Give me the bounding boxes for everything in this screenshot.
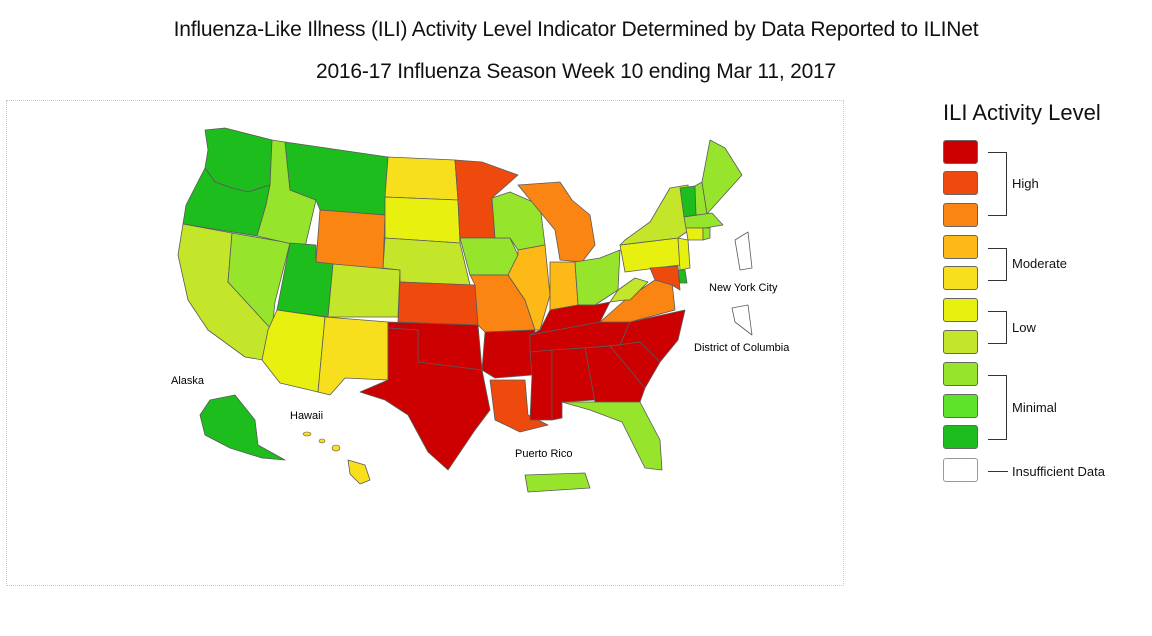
map-title: Influenza-Like Illness (ILI) Activity Le… xyxy=(173,18,979,41)
us-map: Alaska Hawaii Puerto Rico New York City … xyxy=(171,127,790,493)
legend-swatch-level-10 xyxy=(943,458,978,482)
legend-swatch-level-3 xyxy=(943,235,978,259)
legend-label-high: High xyxy=(1012,176,1039,191)
label-district-of-columbia: District of Columbia xyxy=(694,342,790,354)
state-mississippi[interactable] xyxy=(529,349,553,421)
legend-bracket-minimal xyxy=(988,375,1007,440)
state-massachusetts[interactable] xyxy=(683,212,724,229)
legend-swatch-level-7 xyxy=(943,362,978,386)
legend-label-moderate: Moderate xyxy=(1012,256,1067,271)
legend-swatch-level-9 xyxy=(943,425,978,449)
label-new-york-city: New York City xyxy=(709,282,778,294)
legend-swatch-level-6 xyxy=(943,330,978,354)
new-york-city[interactable] xyxy=(731,304,753,336)
state-georgia[interactable] xyxy=(584,345,646,403)
state-indiana[interactable] xyxy=(549,261,579,311)
state-florida[interactable] xyxy=(561,401,663,471)
hawaii-island-2 xyxy=(318,438,326,444)
legend-swatch-level-0 xyxy=(943,140,978,164)
legend-title: ILI Activity Level xyxy=(943,100,1101,125)
state-hawaii[interactable] xyxy=(347,459,371,485)
state-north-dakota[interactable] xyxy=(384,156,459,201)
district-of-columbia[interactable] xyxy=(734,231,753,271)
territory-puerto-rico[interactable] xyxy=(524,472,591,493)
legend-bracket-low xyxy=(988,311,1007,344)
state-rhode-island[interactable] xyxy=(702,227,711,241)
state-kansas[interactable] xyxy=(397,281,479,326)
state-wyoming[interactable] xyxy=(315,209,386,271)
state-michigan[interactable] xyxy=(517,181,596,263)
state-arkansas[interactable] xyxy=(481,329,536,379)
state-colorado[interactable] xyxy=(327,263,401,318)
state-arizona[interactable] xyxy=(261,309,326,393)
legend-dash-insufficient xyxy=(988,471,1008,472)
label-puerto-rico: Puerto Rico xyxy=(515,448,572,460)
state-north-carolina[interactable] xyxy=(609,309,686,363)
legend-swatch-level-2 xyxy=(943,203,978,227)
legend-swatch-level-1 xyxy=(943,171,978,195)
legend-bracket-moderate xyxy=(988,248,1007,281)
state-connecticut[interactable] xyxy=(685,227,704,241)
state-texas[interactable] xyxy=(359,327,491,471)
map-frame xyxy=(6,100,844,586)
hawaii-island-3 xyxy=(331,444,341,452)
label-hawaii: Hawaii xyxy=(290,410,323,422)
legend-label-low: Low xyxy=(1012,320,1036,335)
state-maine[interactable] xyxy=(701,139,743,215)
legend-bracket-high xyxy=(988,152,1007,216)
map-subtitle: 2016-17 Influenza Season Week 10 ending … xyxy=(315,60,837,83)
legend-swatch-level-4 xyxy=(943,266,978,290)
state-new-mexico[interactable] xyxy=(317,316,389,396)
legend-label-minimal: Minimal xyxy=(1012,400,1057,415)
label-alaska: Alaska xyxy=(171,375,205,387)
state-south-dakota[interactable] xyxy=(384,196,461,244)
state-iowa[interactable] xyxy=(459,237,519,276)
state-west-virginia[interactable] xyxy=(609,277,649,303)
hawaii-island-1 xyxy=(302,431,312,437)
legend-label-insufficient-data: Insufficient Data xyxy=(1012,464,1105,479)
state-maryland[interactable] xyxy=(649,265,681,291)
state-illinois[interactable] xyxy=(507,244,551,331)
legend-swatch-level-8 xyxy=(943,394,978,418)
state-new-jersey[interactable] xyxy=(677,237,691,271)
legend-swatch-level-5 xyxy=(943,298,978,322)
state-alaska[interactable] xyxy=(199,394,286,461)
